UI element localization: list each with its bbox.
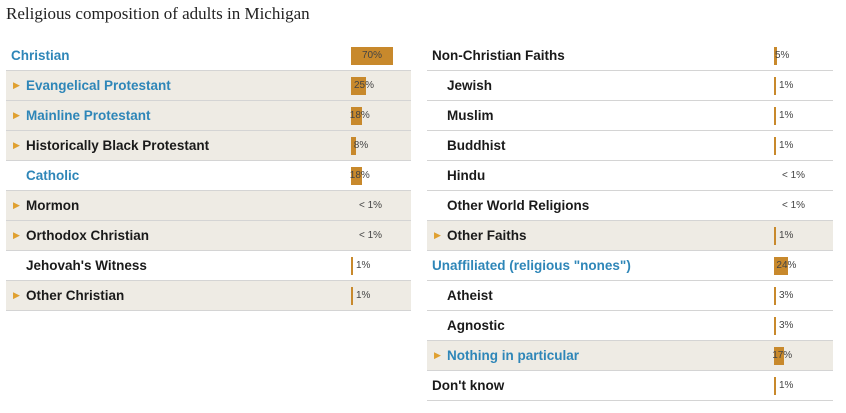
expand-arrow-icon[interactable]: ▶	[13, 200, 20, 210]
expand-arrow-icon[interactable]: ▶	[13, 230, 20, 240]
value-label: 17%	[772, 350, 793, 361]
bar-agnostic	[774, 317, 776, 335]
table-row-other-faiths[interactable]: ▶ Other Faiths 1%	[427, 221, 833, 251]
left-column: Christian 70% ▶ Evangelical Protestant 25% ▶ M…	[6, 41, 411, 311]
table-row-jehovah-s-witness: Jehovah's Witness 1%	[6, 251, 411, 281]
table-row-hindu: Hindu < 1%	[427, 161, 833, 191]
table-row-buddhist: Buddhist 1%	[427, 131, 833, 161]
row-label: Catholic	[26, 168, 80, 183]
expand-arrow-icon[interactable]: ▶	[434, 230, 441, 240]
expand-arrow-icon[interactable]: ▶	[13, 140, 20, 150]
row-label: Other Christian	[26, 288, 125, 303]
value-label: < 1%	[359, 200, 383, 211]
table-row-muslim: Muslim 1%	[427, 101, 833, 131]
row-label: Evangelical Protestant	[26, 78, 171, 93]
row-label: Non-Christian Faiths	[432, 48, 565, 63]
table-row-unaffiliated-religious-nones: Unaffiliated (religious "nones") 24%	[427, 251, 833, 281]
row-label: Hindu	[447, 168, 486, 183]
bar-historically-black-protestant	[351, 137, 356, 155]
bar-don-t-know	[774, 377, 776, 395]
row-label: Nothing in particular	[447, 348, 580, 363]
value-label: 1%	[356, 260, 371, 271]
value-label: 1%	[779, 230, 794, 241]
bar-buddhist	[774, 137, 776, 155]
table-row-orthodox-christian[interactable]: ▶ Orthodox Christian < 1%	[6, 221, 411, 251]
bar-catholic	[351, 167, 362, 185]
value-label: < 1%	[359, 230, 383, 241]
table-row-mainline-protestant[interactable]: ▶ Mainline Protestant 18%	[6, 101, 411, 131]
row-label: Other World Religions	[447, 198, 590, 213]
table-row-catholic: Catholic 18%	[6, 161, 411, 191]
table-row-other-world-religions: Other World Religions < 1%	[427, 191, 833, 221]
value-label: 1%	[779, 140, 794, 151]
bar-other-christian	[351, 287, 353, 305]
table-row-christian: Christian 70%	[6, 41, 411, 71]
bar-unaffiliated-religious-nones	[774, 257, 789, 275]
value-label: 1%	[779, 80, 794, 91]
bar-muslim	[774, 107, 776, 125]
row-label: Other Faiths	[447, 228, 527, 243]
row-label: Jewish	[447, 78, 493, 93]
value-label: 3%	[779, 320, 794, 331]
table-row-nothing-in-particular[interactable]: ▶ Nothing in particular 17%	[427, 341, 833, 371]
table-row-historically-black-protestant[interactable]: ▶ Historically Black Protestant 8%	[6, 131, 411, 161]
row-label: Buddhist	[447, 138, 506, 153]
row-label: Jehovah's Witness	[26, 258, 147, 273]
bar-nothing-in-particular	[774, 347, 785, 365]
bar-atheist	[774, 287, 776, 305]
row-label: Orthodox Christian	[26, 228, 150, 243]
row-label: Historically Black Protestant	[26, 138, 210, 153]
table-row-other-christian[interactable]: ▶ Other Christian 1%	[6, 281, 411, 311]
table-row-don-t-know: Don't know 1%	[427, 371, 833, 401]
row-label: Atheist	[447, 288, 493, 303]
value-label: 1%	[356, 290, 371, 301]
table-row-atheist: Atheist 3%	[427, 281, 833, 311]
bar-evangelical-protestant	[351, 77, 366, 95]
value-label: 5%	[775, 50, 790, 61]
table-row-mormon[interactable]: ▶ Mormon < 1%	[6, 191, 411, 221]
value-label: 1%	[779, 110, 794, 121]
right-column: Non-Christian Faiths 5% Jewish 1% Muslim 1% Bu…	[427, 41, 833, 401]
value-label: < 1%	[782, 200, 806, 211]
row-label: Muslim	[447, 108, 494, 123]
row-label: Christian	[11, 48, 70, 63]
expand-arrow-icon[interactable]: ▶	[13, 110, 20, 120]
row-label: Don't know	[432, 378, 505, 393]
table-row-agnostic: Agnostic 3%	[427, 311, 833, 341]
table-row-jewish: Jewish 1%	[427, 71, 833, 101]
row-label: Agnostic	[447, 318, 505, 333]
row-label: Mormon	[26, 198, 80, 213]
value-label: 24%	[776, 260, 797, 271]
table-row-evangelical-protestant[interactable]: ▶ Evangelical Protestant 25%	[6, 71, 411, 101]
expand-arrow-icon[interactable]: ▶	[13, 80, 20, 90]
expand-arrow-icon[interactable]: ▶	[13, 290, 20, 300]
value-label: 70%	[362, 50, 383, 61]
value-label: 8%	[353, 140, 369, 151]
bar-other-faiths	[774, 227, 776, 245]
value-label: < 1%	[782, 170, 806, 181]
expand-arrow-icon[interactable]: ▶	[434, 350, 441, 360]
value-label: 18%	[349, 110, 370, 121]
row-label: Unaffiliated (religious "nones")	[432, 258, 631, 273]
value-label: 3%	[779, 290, 794, 301]
value-label: 1%	[779, 380, 794, 391]
bar-jehovah-s-witness	[351, 257, 353, 275]
row-label: Mainline Protestant	[26, 108, 151, 123]
value-label: 25%	[354, 80, 375, 91]
bar-christian	[351, 47, 393, 65]
bar-mainline-protestant	[351, 107, 362, 125]
chart-title: Religious composition of adults in Michi…	[6, 4, 310, 23]
bar-non-christian-faiths	[774, 47, 777, 65]
bar-jewish	[774, 77, 776, 95]
value-label: 18%	[349, 170, 370, 181]
table-row-non-christian-faiths: Non-Christian Faiths 5%	[427, 41, 833, 71]
